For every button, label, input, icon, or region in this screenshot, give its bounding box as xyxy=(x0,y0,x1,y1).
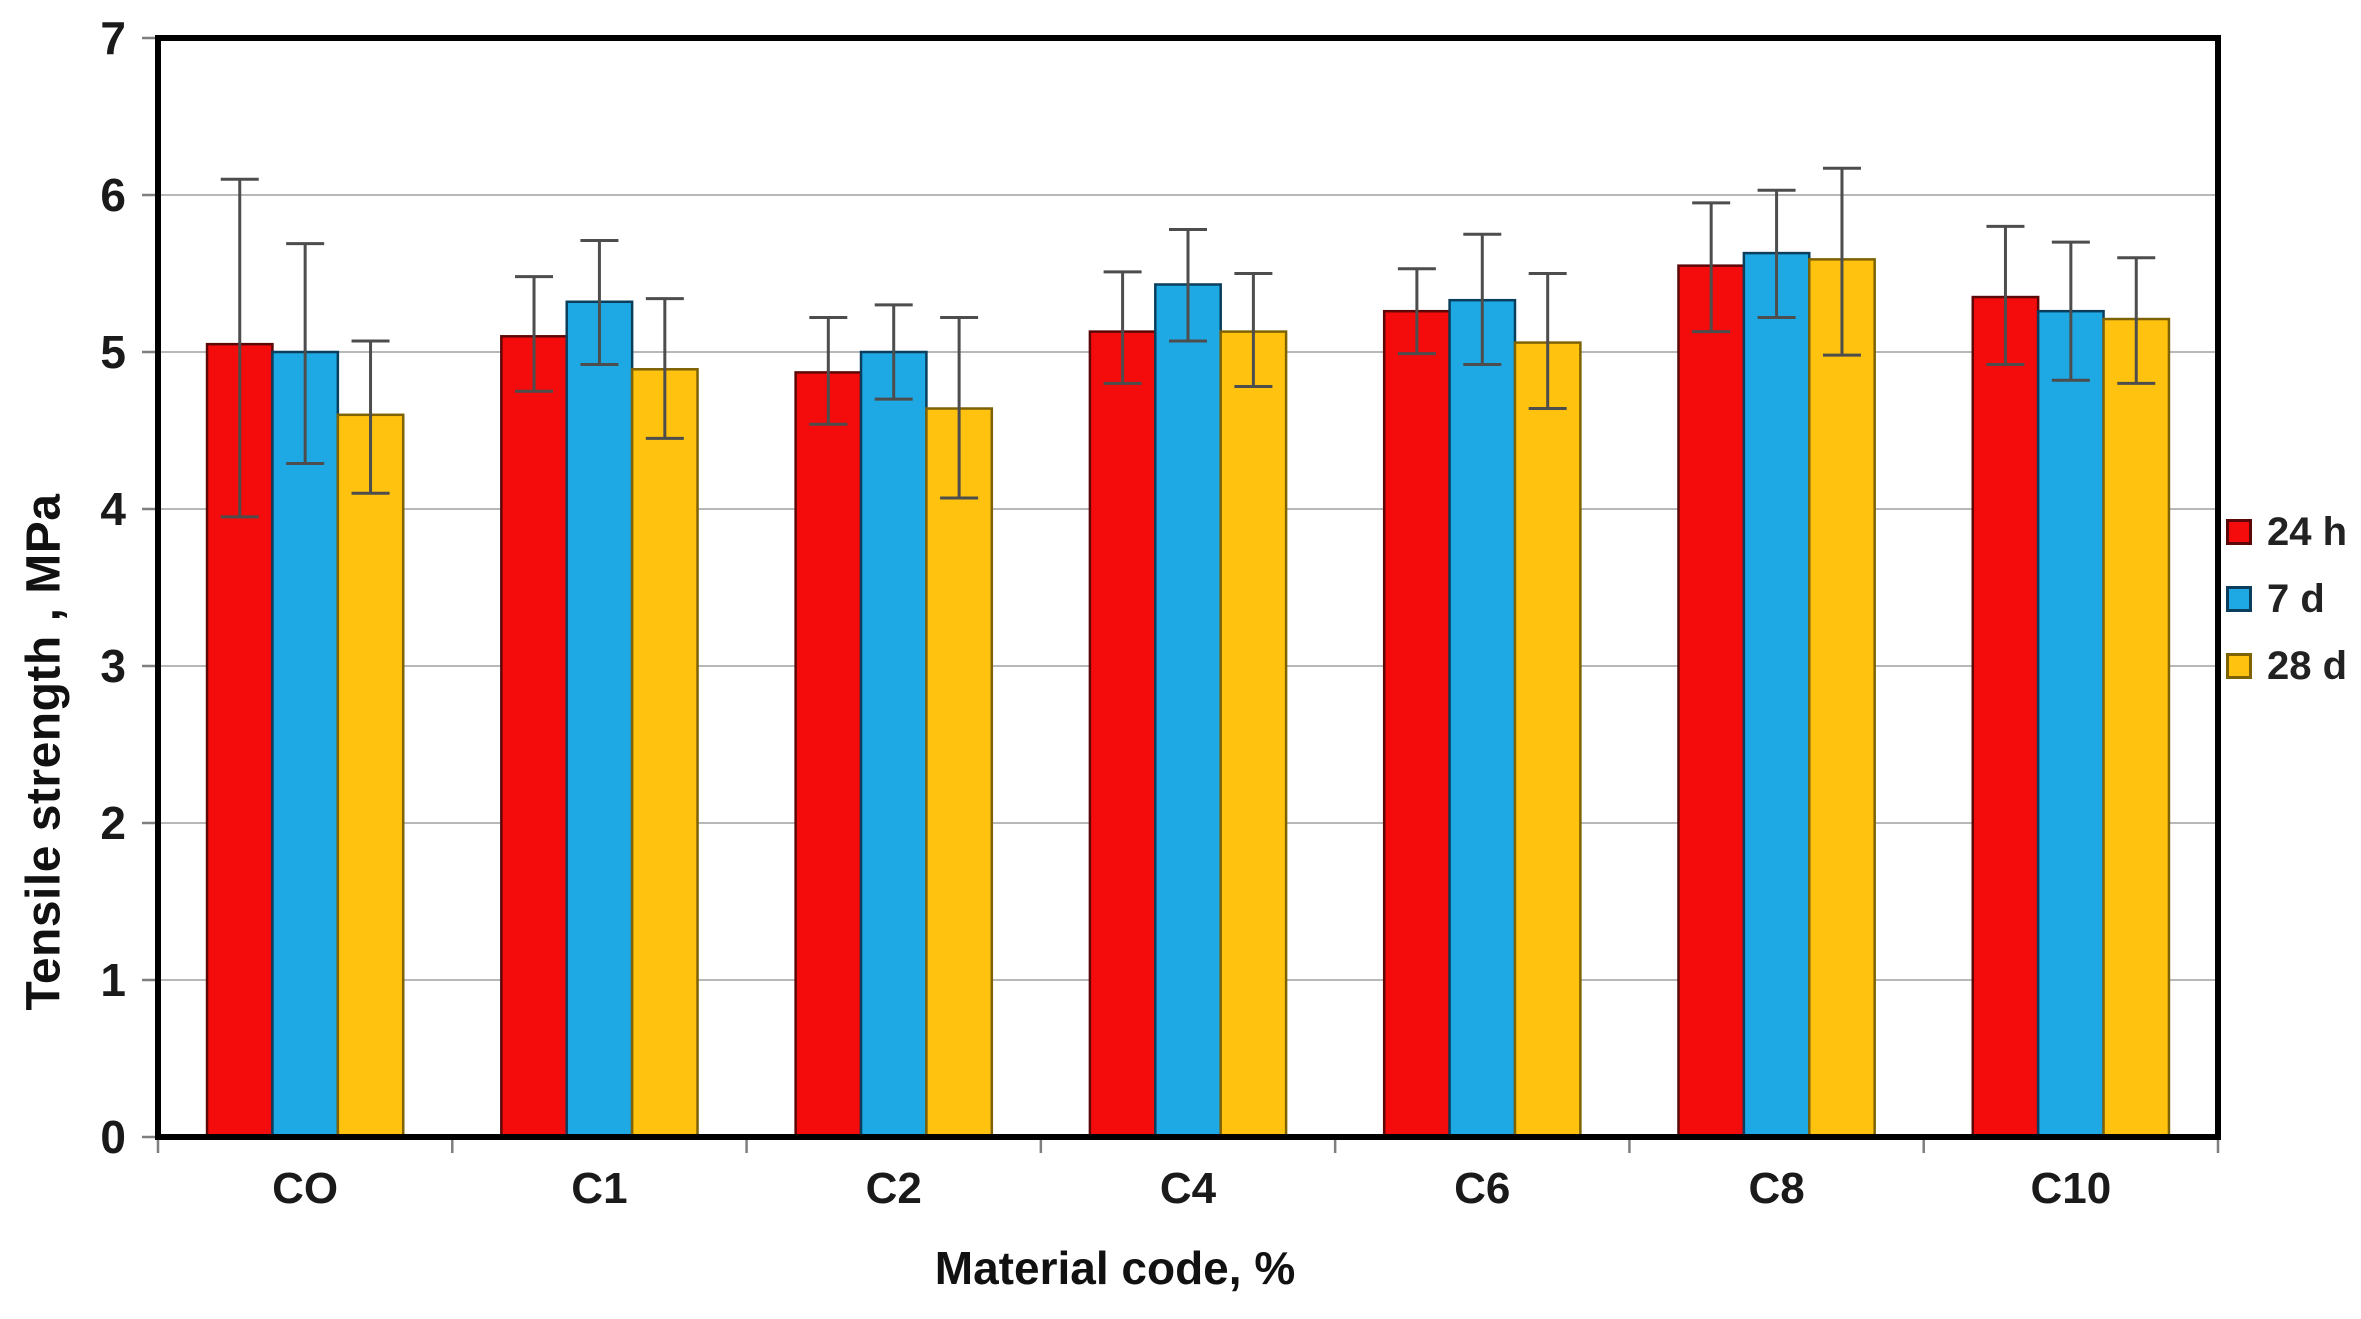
legend-swatch-28d xyxy=(2226,653,2252,679)
bar-7d-C2 xyxy=(859,350,928,1139)
x-tick-label: C4 xyxy=(1160,1164,1217,1213)
y-tick-label: 2 xyxy=(100,797,126,849)
legend-swatch-24h xyxy=(2226,519,2252,545)
bar-28d-C10 xyxy=(2102,317,2171,1139)
y-axis-title: Tensile strength , MPa xyxy=(17,493,71,1011)
x-tick-label: CO xyxy=(272,1164,338,1213)
plot-frame xyxy=(155,35,2221,1140)
y-tick-label: 7 xyxy=(100,12,126,64)
bar-28d-C1 xyxy=(630,368,699,1139)
y-tick-label: 4 xyxy=(100,483,126,535)
y-tick-label: 1 xyxy=(100,954,126,1006)
x-tick-label: C1 xyxy=(571,1164,627,1213)
bar-28d-C4 xyxy=(1219,330,1288,1139)
y-tick-label: 5 xyxy=(100,326,126,378)
y-tick-label: 6 xyxy=(100,169,126,221)
bar-24h-C6 xyxy=(1382,309,1451,1139)
bar-24h-C10 xyxy=(1971,295,2040,1139)
legend-item-24h: 24 h xyxy=(2226,512,2347,552)
x-tick-label: C6 xyxy=(1454,1164,1510,1213)
x-tick-label: C10 xyxy=(2030,1164,2111,1213)
bar-7d-C1 xyxy=(565,300,634,1139)
x-tick-label: C8 xyxy=(1748,1164,1804,1213)
legend-label: 7 d xyxy=(2267,577,2325,621)
legend-item-28d: 28 d xyxy=(2226,646,2347,686)
bar-24h-C1 xyxy=(500,335,568,1139)
y-tick-label: 0 xyxy=(100,1111,126,1163)
legend: 24 h 7 d 28 d xyxy=(2226,512,2347,686)
bar-28d-C8 xyxy=(1808,258,1876,1139)
legend-item-7d: 7 d xyxy=(2226,579,2347,619)
y-tick-label: 3 xyxy=(100,640,126,692)
bar-24h-C8 xyxy=(1677,264,1746,1139)
bar-28d-C6 xyxy=(1513,341,1582,1139)
legend-label: 28 d xyxy=(2267,644,2348,688)
bar-24h-C4 xyxy=(1088,330,1157,1139)
legend-label: 24 h xyxy=(2267,510,2348,554)
bar-7d-C6 xyxy=(1448,298,1517,1139)
bar-7d-CO xyxy=(271,350,340,1139)
x-axis-title: Material code, % xyxy=(934,1242,1296,1294)
bar-28d-CO xyxy=(336,413,405,1139)
bar-7d-C8 xyxy=(1742,251,1811,1139)
bar-24h-C2 xyxy=(794,371,863,1139)
bar-7d-C4 xyxy=(1154,283,1222,1139)
bar-28d-C2 xyxy=(925,407,994,1139)
legend-swatch-7d xyxy=(2226,586,2252,612)
bar-7d-C10 xyxy=(2036,309,2105,1139)
x-tick-label: C2 xyxy=(866,1164,922,1213)
